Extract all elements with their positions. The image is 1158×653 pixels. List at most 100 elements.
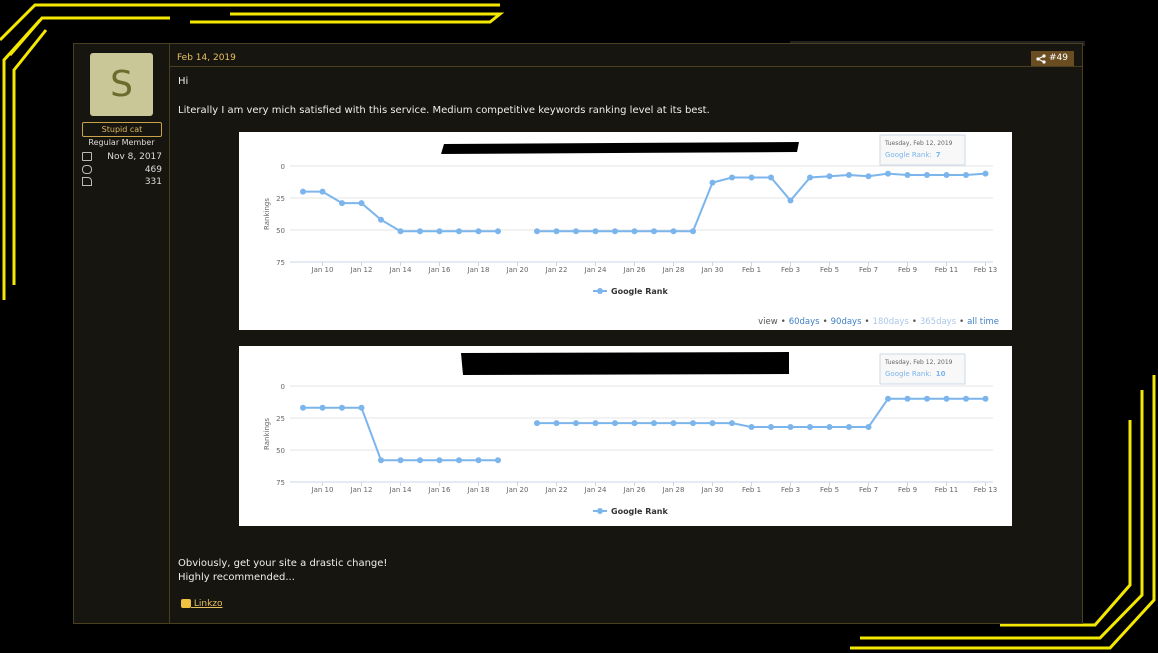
post: S Stupid cat Regular Member Nov 8, 2017 …	[73, 43, 1083, 624]
x-tick-label: Jan 24	[584, 486, 607, 494]
point	[534, 420, 540, 427]
point	[924, 171, 930, 178]
x-tick-label: Jan 28	[662, 486, 685, 494]
reaction-bar[interactable]: Linkzo	[181, 599, 223, 609]
tooltip-value: 10	[936, 370, 946, 378]
x-tick-label: Feb 9	[898, 486, 917, 494]
point	[885, 395, 891, 402]
x-tick-label: Jan 12	[350, 266, 373, 274]
point	[846, 171, 852, 178]
point	[573, 228, 579, 235]
point	[553, 420, 560, 427]
point	[748, 174, 755, 181]
x-tick-label: Jan 16	[428, 486, 451, 494]
greeting: Hi	[178, 76, 189, 87]
x-tick-label: Jan 28	[662, 266, 685, 274]
range-option[interactable]: all time	[967, 317, 999, 327]
x-tick-label: Feb 3	[781, 486, 800, 494]
y-tick-label: 0	[281, 163, 285, 171]
avatar[interactable]: S	[90, 53, 153, 116]
x-tick-label: Jan 26	[623, 266, 646, 274]
x-tick-label: Feb 13	[974, 266, 998, 274]
range-separator: •	[865, 317, 870, 327]
tooltip-body: Google Rank: 7	[885, 151, 941, 159]
redaction	[461, 352, 789, 375]
x-tick-label: Jan 30	[701, 486, 724, 494]
y-tick-label: 0	[281, 383, 285, 391]
tooltip-label: Google Rank:	[885, 370, 932, 378]
point	[904, 171, 911, 178]
post-number[interactable]: #49	[1031, 51, 1074, 66]
point	[670, 420, 677, 427]
range-separator: •	[959, 317, 964, 327]
x-tick-label: Feb 5	[820, 486, 839, 494]
point	[339, 404, 345, 411]
point	[826, 423, 833, 430]
x-tick-label: Jan 10	[311, 266, 334, 274]
range-option[interactable]: 90days	[831, 317, 862, 327]
point	[807, 174, 813, 181]
x-tick-label: Jan 20	[506, 486, 529, 494]
point	[475, 457, 482, 464]
point	[865, 173, 872, 180]
tooltip-label: Google Rank:	[885, 151, 932, 159]
x-tick-label: Feb 5	[820, 266, 839, 274]
tooltip-body: Google Rank: 10	[885, 370, 946, 378]
point	[612, 228, 618, 235]
point	[807, 423, 813, 430]
range-separator: •	[823, 317, 828, 327]
point	[436, 228, 443, 235]
point	[963, 395, 969, 402]
point	[982, 170, 989, 177]
redaction	[441, 142, 799, 154]
range-separator: •	[912, 317, 917, 327]
y-tick-label: 25	[276, 415, 285, 423]
share-icon	[1036, 54, 1046, 64]
range-option[interactable]: 180days	[873, 317, 910, 327]
point	[319, 404, 326, 411]
point	[397, 457, 404, 464]
user-role: Regular Member	[88, 138, 155, 147]
y-tick-label: 50	[276, 227, 285, 235]
point	[592, 420, 599, 427]
point	[982, 395, 989, 402]
range-separator: •	[781, 317, 786, 327]
user-column: S Stupid cat Regular Member Nov 8, 2017 …	[74, 44, 170, 623]
series-line	[303, 172, 986, 233]
point	[729, 420, 735, 427]
x-tick-label: Jan 20	[506, 266, 529, 274]
point	[358, 200, 365, 207]
point	[748, 423, 755, 430]
range-option[interactable]: 365days	[920, 317, 957, 327]
point	[553, 228, 560, 235]
point	[729, 174, 735, 181]
point	[631, 420, 638, 427]
point	[495, 228, 501, 235]
point	[826, 173, 833, 180]
point	[339, 200, 345, 207]
range-selector: view • 60days • 90days • 180days • 365days • all t…	[758, 317, 999, 327]
point	[495, 457, 501, 464]
like-icon	[181, 599, 191, 608]
post-date[interactable]: Feb 14, 2019	[177, 53, 236, 63]
legend-marker	[597, 288, 603, 294]
reaction-user[interactable]: Linkzo	[193, 599, 223, 609]
x-tick-label: Feb 9	[898, 266, 917, 274]
point	[573, 420, 579, 427]
range-option[interactable]: 60days	[789, 317, 820, 327]
point	[768, 423, 774, 430]
point	[592, 228, 599, 235]
point	[690, 420, 696, 427]
chart: 0 25 50 75 Rankings Jan 10 Jan 12 Jan 14 Jan 16 J…	[239, 132, 1012, 330]
user-title: Stupid cat	[82, 122, 162, 137]
x-tick-label: Jan 16	[428, 266, 451, 274]
x-tick-label: Feb 1	[742, 486, 761, 494]
point	[378, 216, 384, 223]
x-tick-label: Feb 13	[974, 486, 998, 494]
x-tick-label: Jan 10	[311, 486, 334, 494]
point	[397, 228, 404, 235]
tooltip-value: 7	[936, 151, 941, 159]
y-axis-title: Rankings	[263, 198, 271, 230]
point	[924, 395, 930, 402]
